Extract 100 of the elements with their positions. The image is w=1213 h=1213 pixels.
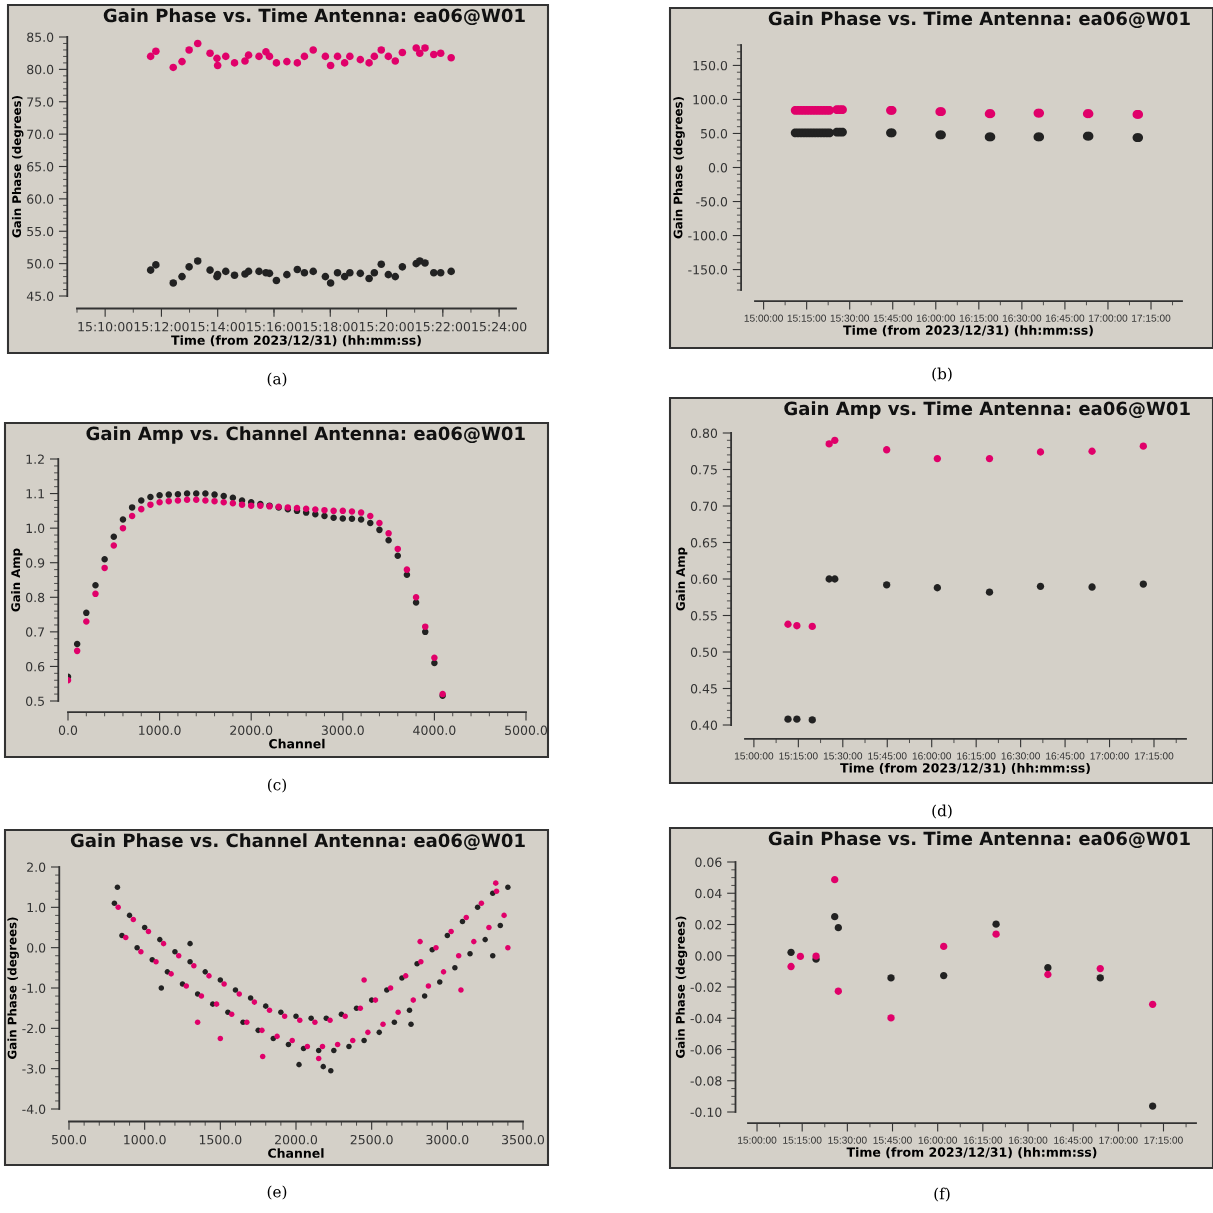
y-tick-label: 0.06	[695, 857, 722, 867]
y-tick-label: 0.04	[695, 888, 722, 899]
text: (a)	[267, 372, 287, 387]
x-tick-label: 15:00:00	[744, 314, 783, 322]
x-tick-label: 16:15:00	[959, 314, 999, 322]
x-tick-label: 17:00:00	[1090, 752, 1129, 760]
x-tick-label: 2000.0	[230, 725, 273, 735]
y-tick-label: 1.2	[26, 454, 44, 464]
y-tick-label: -2.0	[22, 1023, 46, 1034]
y-tick-label: 70.0	[27, 129, 54, 140]
y-tick-label: 50.0	[27, 259, 54, 269]
y-tick-label: 0.80	[690, 428, 718, 438]
y-tick-label: 0.60	[690, 574, 718, 584]
y-tick-label: -3.0	[22, 1064, 46, 1074]
x-tick-label: 16:00:00	[912, 752, 952, 760]
y-tick-label: 0.55	[690, 610, 717, 621]
x-tick-label: 16:30:00	[1001, 752, 1040, 760]
y-tick-label: 55.0	[27, 226, 54, 237]
y-tick-label: 0.65	[690, 537, 717, 548]
x-tick-label: 16:00:00	[918, 1136, 958, 1144]
chart-title: Gain Amp vs. Channel Antenna: ea06@W01	[86, 426, 525, 444]
y-tick-label: 75.0	[27, 97, 54, 107]
x-tick-label: 17:00:00	[1099, 1136, 1138, 1144]
y-tick-label: 80.0	[27, 64, 54, 75]
x-tick-label: 2000.0	[275, 1134, 318, 1145]
text: (b)	[932, 367, 952, 382]
x-tick-label: 16:45:00	[1046, 752, 1085, 760]
x-tick-label: 16:15:00	[963, 1136, 1003, 1144]
y-tick-label: -50.0	[696, 197, 728, 207]
chart-title: Gain Phase vs. Time Antenna: ea06@W01	[768, 11, 1190, 29]
x-tick-label: 15:10:00	[78, 321, 133, 332]
y-tick-label: 0.0	[27, 943, 46, 953]
x-tick-label: 4000.0	[413, 725, 456, 735]
y-tick-label: 0.50	[690, 647, 718, 657]
y-tick-label: 0.70	[690, 501, 718, 511]
x-tick-label: 15:45:00	[873, 1136, 912, 1144]
x-tick-label: 15:22:00	[416, 321, 471, 332]
x-tick-label: 15:16:00	[247, 321, 302, 332]
y-tick-label: 1.1	[26, 489, 44, 499]
x-tick-label: 16:45:00	[1054, 1136, 1093, 1144]
x-tick-label: 15:45:00	[873, 314, 913, 322]
y-tick-label: 0.45	[690, 683, 717, 694]
y-axis-title: Gain Phase (degrees)	[11, 96, 24, 238]
x-tick-label: 15:45:00	[868, 752, 907, 760]
x-tick-label: 1500.0	[199, 1134, 242, 1145]
y-tick-label: 0.6	[26, 661, 45, 672]
y-tick-label: 0.00	[695, 951, 722, 961]
x-tick-label: 16:30:00	[1009, 1136, 1048, 1144]
x-tick-label: 1000.0	[139, 725, 181, 735]
x-tick-label: 17:15:00	[1135, 752, 1174, 760]
y-axis-title: Gain Amp	[675, 547, 688, 611]
y-tick-label: 0.9	[26, 558, 45, 568]
y-tick-label: -0.04	[690, 1013, 722, 1024]
x-tick-label: 16:15:00	[957, 752, 996, 760]
x-tick-label: 5000.0	[505, 725, 548, 735]
text: (f)	[934, 1187, 950, 1202]
x-tick-label: 15:18:00	[303, 321, 358, 332]
x-tick-label: 3000.0	[426, 1134, 469, 1145]
y-axis-title: Gain Amp	[11, 548, 23, 612]
y-tick-label: -4.0	[22, 1104, 46, 1114]
y-tick-label: -1.0	[22, 983, 46, 993]
x-tick-label: 15:15:00	[779, 752, 818, 760]
y-axis-title: Gain Phase (degrees)	[7, 917, 19, 1059]
x-axis-title: Time (from 2023/12/31) (hh:mm:ss)	[843, 325, 1093, 337]
y-tick-label: 0.75	[690, 464, 717, 475]
x-tick-label: 15:14:00	[191, 321, 245, 332]
y-tick-label: 0.0	[708, 162, 728, 173]
y-tick-label: -0.08	[690, 1076, 722, 1086]
x-tick-label: 16:45:00	[1045, 314, 1085, 322]
y-tick-label: 45.0	[26, 291, 54, 301]
x-tick-label: 15:24:00	[472, 321, 527, 332]
y-axis-title: Gain Phase (degrees)	[673, 97, 685, 239]
y-tick-label: -0.02	[690, 982, 722, 992]
y-tick-label: 0.8	[26, 592, 45, 603]
chart-title: Gain Amp vs. Time Antenna: ea06@W01	[784, 401, 1190, 419]
x-tick-label: 16:30:00	[1002, 314, 1042, 322]
y-tick-label: 150.0	[693, 60, 728, 71]
x-tick-label: 15:30:00	[828, 1136, 867, 1144]
x-tick-label: 17:15:00	[1132, 314, 1171, 322]
x-axis-title: Time (from 2023/12/31) (hh:mm:ss)	[846, 1147, 1097, 1159]
text: (e)	[267, 1185, 287, 1200]
y-tick-label: -150.0	[688, 265, 728, 275]
y-tick-label: 60.0	[27, 194, 54, 204]
y-tick-label: 1.0	[27, 902, 46, 913]
y-tick-label: 1.0	[26, 523, 45, 534]
x-tick-label: 1000.0	[124, 1134, 166, 1145]
text: (d)	[932, 804, 952, 819]
x-tick-label: 15:30:00	[830, 314, 870, 322]
x-axis-title: Time (from 2023/12/31) (hh:mm:ss)	[171, 335, 421, 347]
x-tick-label: 500.0	[52, 1134, 87, 1145]
text: (c)	[267, 778, 287, 793]
chart-title: Gain Phase vs. Channel Antenna: ea06@W01	[70, 833, 525, 851]
chart-title: Gain Phase vs. Time Antenna: ea06@W01	[103, 8, 525, 26]
y-tick-label: 0.7	[26, 627, 45, 637]
y-tick-label: -0.06	[690, 1044, 722, 1055]
y-tick-label: 65.0	[27, 161, 54, 172]
x-tick-label: 15:00:00	[738, 1136, 777, 1144]
y-tick-label: 50.0	[701, 128, 728, 139]
x-tick-label: 3000.0	[321, 725, 364, 735]
x-axis-title: Channel	[269, 738, 325, 749]
